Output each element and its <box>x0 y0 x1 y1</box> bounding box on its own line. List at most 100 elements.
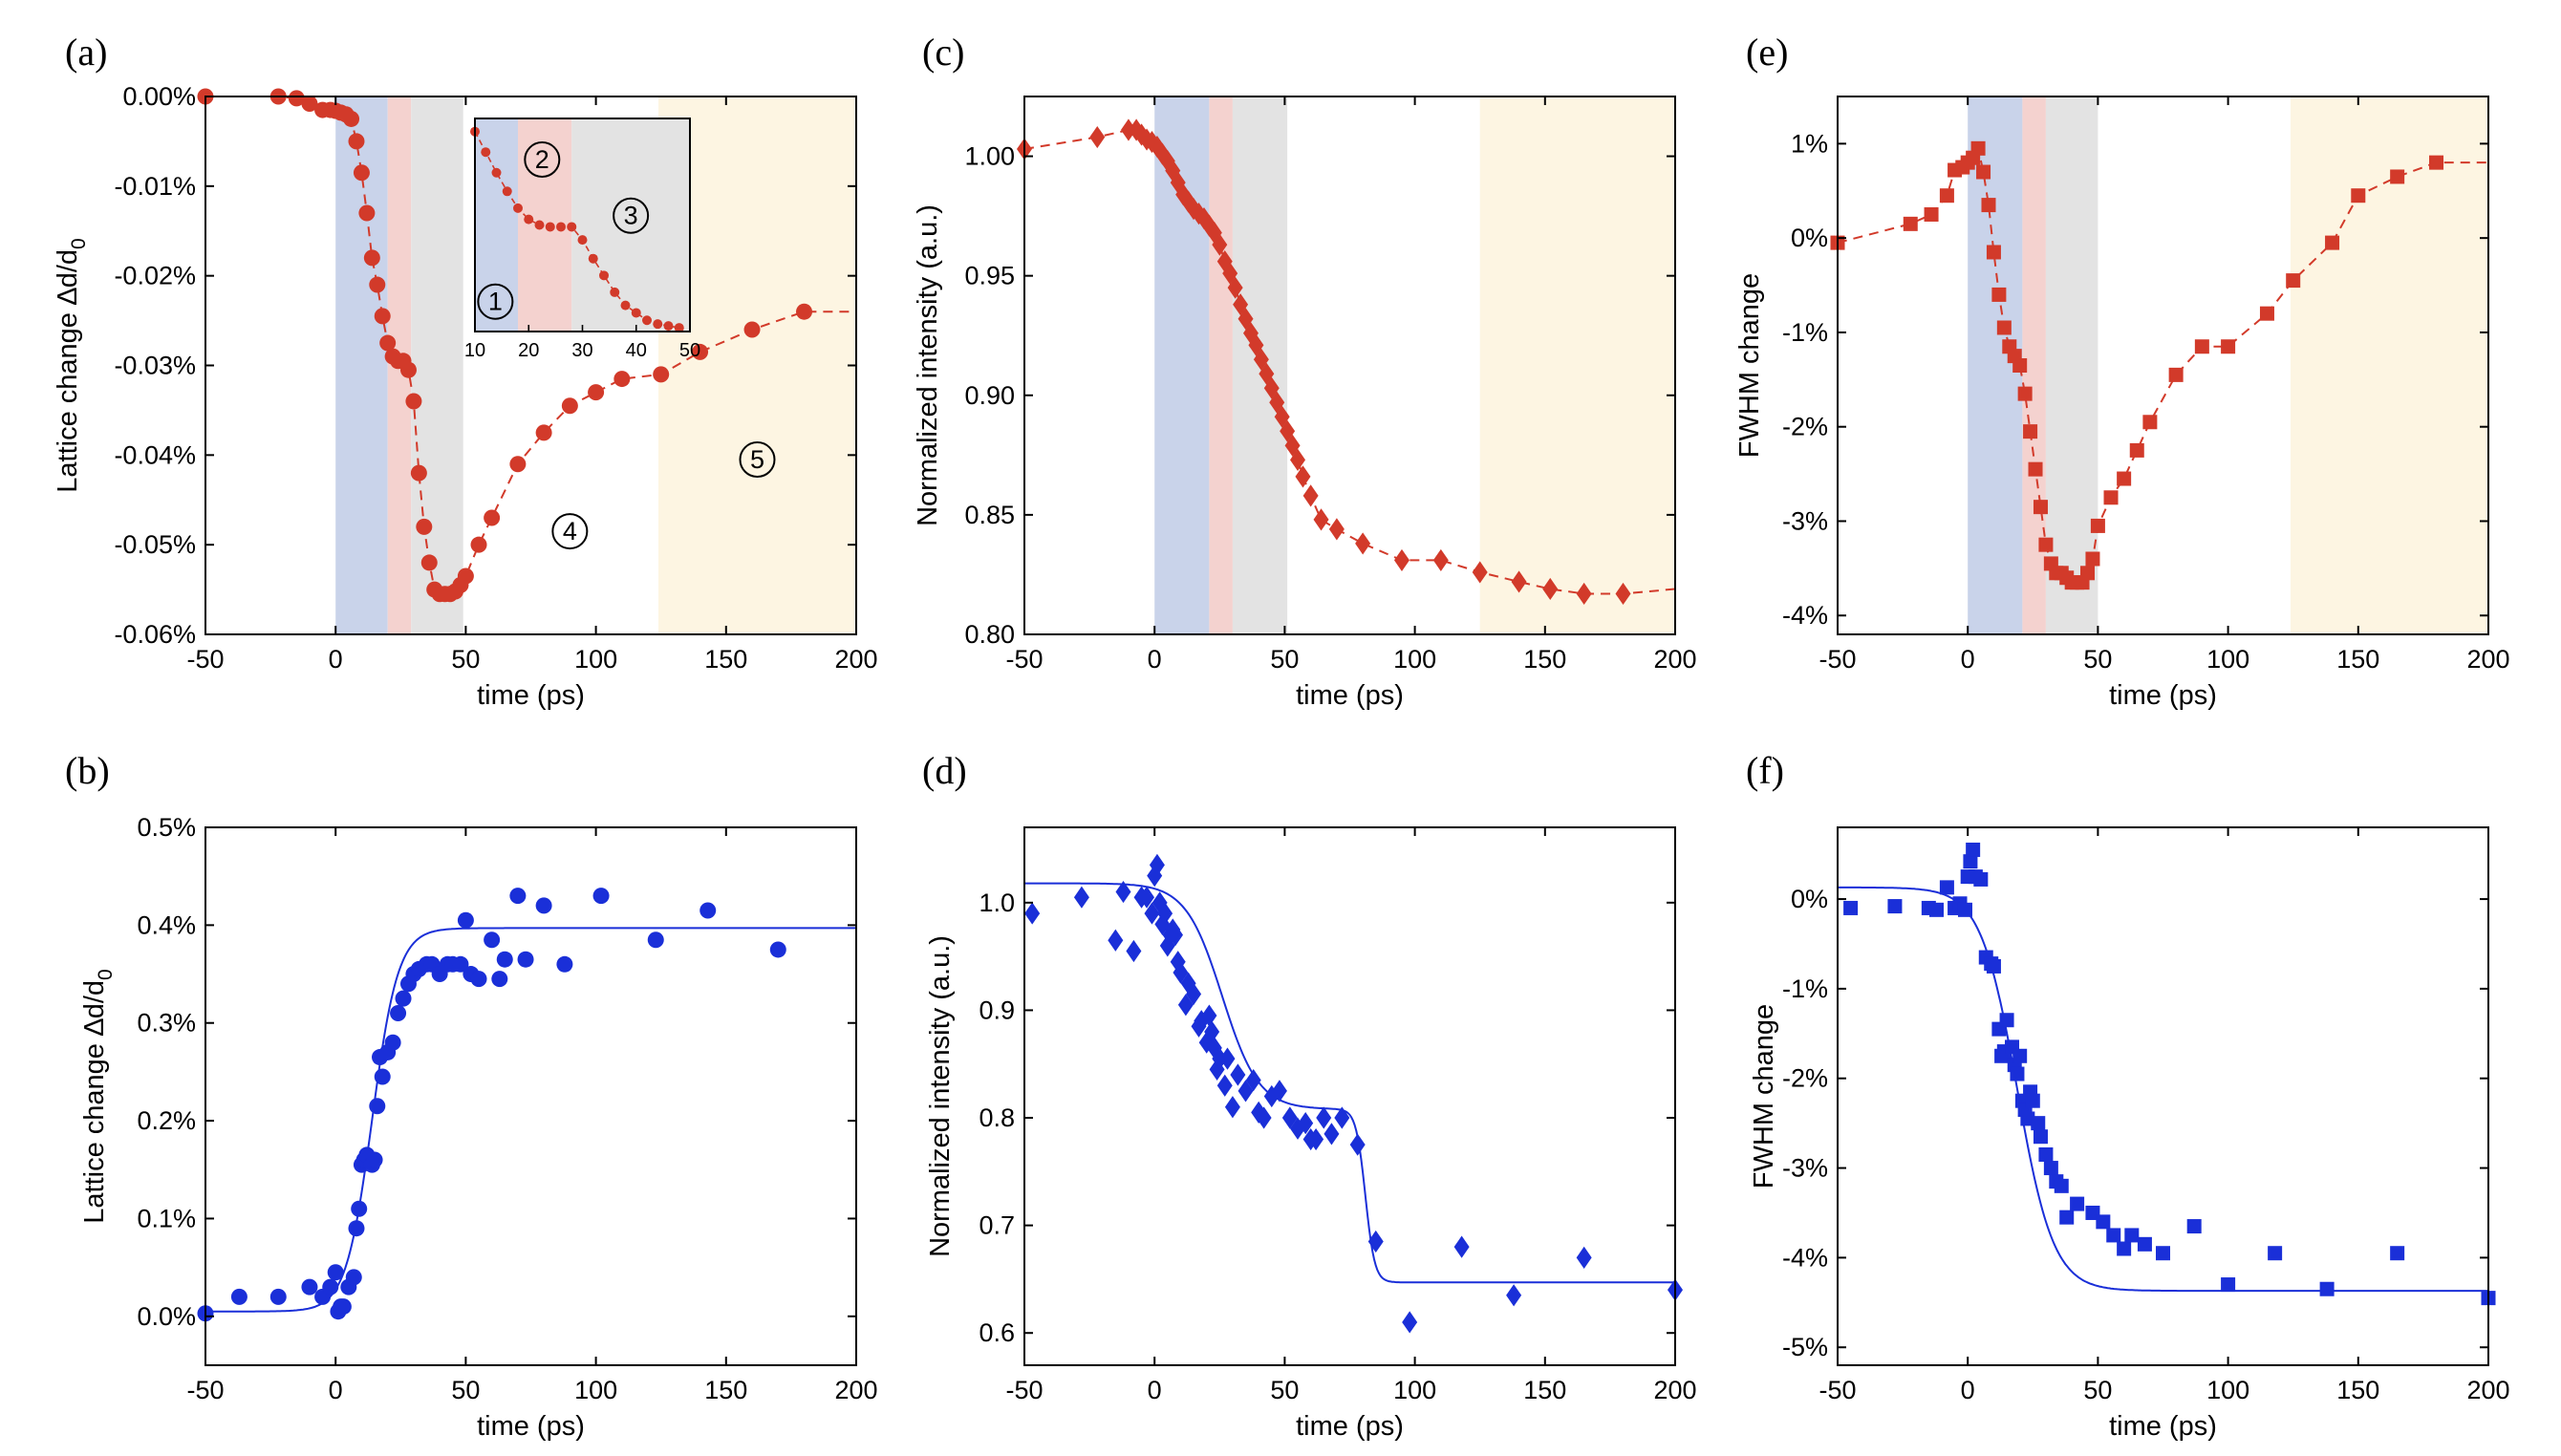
axes-frame-f <box>1837 826 2489 1366</box>
xtick-label-e-4: 150 <box>2336 645 2379 674</box>
data-point-d-49 <box>1367 1230 1384 1253</box>
xtick-label-a-4: 150 <box>704 645 747 674</box>
xtick-label-c-5: 200 <box>1653 645 1696 674</box>
data-point-b-39 <box>491 971 508 988</box>
data-point-e-39 <box>2259 306 2274 321</box>
inset-annotation-0-ring <box>477 283 514 320</box>
data-point-e-11 <box>1986 245 2001 260</box>
data-point-b-1 <box>230 1288 247 1305</box>
xtick-label-b-5: 200 <box>834 1376 877 1404</box>
data-point-e-31 <box>2090 518 2105 533</box>
panel-b: (b) -50 0 50 100 150 200 0.0% 0.1% 0.2% 0.3% 0.4% 0.… <box>65 749 878 1442</box>
data-point-e-34 <box>2129 442 2144 458</box>
inset-data-point-17 <box>653 319 663 330</box>
y-axis-label-text-f: FWHM change <box>1749 1004 1779 1188</box>
inset-data-point-9 <box>567 222 577 232</box>
data-point-d-29 <box>1212 1047 1228 1070</box>
ytick-label-e-2: -1% <box>1782 318 1828 347</box>
data-point-a-37 <box>588 384 605 401</box>
data-point-b-41 <box>509 888 527 905</box>
ytick-label-d-1: 0.7 <box>979 1211 1015 1240</box>
data-point-c-23 <box>1233 293 1249 316</box>
data-point-d-1 <box>1073 886 1089 909</box>
data-point-e-13 <box>1996 320 2012 335</box>
data-point-a-10 <box>348 133 365 150</box>
xtick-label-c-3: 100 <box>1393 645 1436 674</box>
data-point-a-2 <box>288 90 305 107</box>
data-point-e-32 <box>2103 490 2119 505</box>
data-point-a-21 <box>405 393 422 410</box>
data-point-e-43 <box>2390 169 2405 184</box>
data-point-f-7 <box>1957 902 1972 917</box>
data-point-e-41 <box>2325 235 2340 250</box>
panel-label-a: (a) <box>65 31 107 74</box>
data-point-d-32 <box>1224 1096 1240 1119</box>
panel-label-d: (d) <box>922 749 967 792</box>
data-point-b-11 <box>345 1269 362 1286</box>
xtick-label-a-0: -50 <box>186 645 224 674</box>
data-point-d-37 <box>1256 1106 1272 1129</box>
inset-data-point-5 <box>524 214 534 225</box>
ytick-label-f-0: 0% <box>1791 885 1828 913</box>
ytick-label-b-1: 0.1% <box>137 1204 196 1232</box>
data-point-b-35 <box>457 911 474 929</box>
data-point-d-2 <box>1108 929 1124 952</box>
data-point-e-40 <box>2286 273 2301 289</box>
xtick-label-f-1: 0 <box>1961 1376 1975 1404</box>
panel-label-f: (f) <box>1746 749 1784 792</box>
data-point-c-42 <box>1472 561 1488 584</box>
data-point-f-45 <box>2221 1277 2236 1293</box>
ytick-label-a-0: 0.00% <box>122 82 196 111</box>
ytick-label-f-1: -1% <box>1782 974 1828 1003</box>
connect-line-e <box>1837 145 2488 584</box>
data-point-d-6 <box>1139 886 1155 909</box>
inset-data-point-4 <box>513 203 523 213</box>
data-point-a-16 <box>379 334 397 352</box>
ytick-label-a-1: -0.01% <box>114 172 196 201</box>
x-axis-label-b: time (ps) <box>477 1411 585 1442</box>
ytick-label-f-5: -5% <box>1782 1333 1828 1361</box>
data-point-f-43 <box>2156 1246 2170 1261</box>
data-point-a-23 <box>416 518 433 535</box>
annotation-a-1: 5 <box>739 441 776 479</box>
data-point-d-21 <box>1186 982 1202 1006</box>
data-point-d-7 <box>1144 902 1160 925</box>
data-point-c-38 <box>1328 518 1345 541</box>
ytick-label-f-4: -4% <box>1782 1243 1828 1272</box>
xtick-label-b-2: 50 <box>451 1376 480 1404</box>
data-point-f-15 <box>1986 958 2001 974</box>
inset-data-point-16 <box>642 315 652 326</box>
data-point-a-31 <box>457 567 474 585</box>
ytick-label-a-6: -0.06% <box>114 620 196 649</box>
band-c-3 <box>1479 96 1675 634</box>
data-point-e-36 <box>2168 367 2184 382</box>
y-axis-label-text-d: Normalized intensity (a.u.) <box>925 935 956 1257</box>
axes-frame-d <box>1023 826 1676 1366</box>
xtick-label-f-4: 150 <box>2336 1376 2379 1404</box>
data-point-c-22 <box>1227 276 1243 299</box>
data-point-a-12 <box>358 204 376 222</box>
xtick-label-d-3: 100 <box>1393 1376 1436 1404</box>
xtick-label-a-5: 200 <box>834 645 877 674</box>
ytick-label-e-0: 1% <box>1791 129 1828 158</box>
data-point-d-16 <box>1167 924 1183 947</box>
xtick-label-e-0: -50 <box>1819 645 1856 674</box>
ytick-label-b-4: 0.4% <box>137 910 196 939</box>
ytick-label-f-3: -3% <box>1782 1154 1828 1183</box>
data-point-d-44 <box>1308 1127 1324 1151</box>
x-axis-label-e: time (ps) <box>2109 680 2217 711</box>
data-point-d-35 <box>1245 1069 1261 1092</box>
xtick-label-d-0: -50 <box>1005 1376 1043 1404</box>
xtick-label-b-3: 100 <box>574 1376 617 1404</box>
xtick-label-b-1: 0 <box>329 1376 343 1404</box>
data-point-b-3 <box>301 1278 318 1295</box>
data-point-d-48 <box>1349 1133 1366 1156</box>
data-point-b-45 <box>592 888 610 905</box>
data-point-f-28 <box>2025 1093 2040 1108</box>
ytick-label-d-4: 1.0 <box>979 889 1015 917</box>
data-point-c-46 <box>1615 582 1631 606</box>
ytick-label-c-4: 1.00 <box>964 142 1015 171</box>
data-point-e-2 <box>1924 206 1939 222</box>
xtick-label-a-1: 0 <box>329 645 343 674</box>
xtick-label-d-4: 150 <box>1523 1376 1566 1404</box>
